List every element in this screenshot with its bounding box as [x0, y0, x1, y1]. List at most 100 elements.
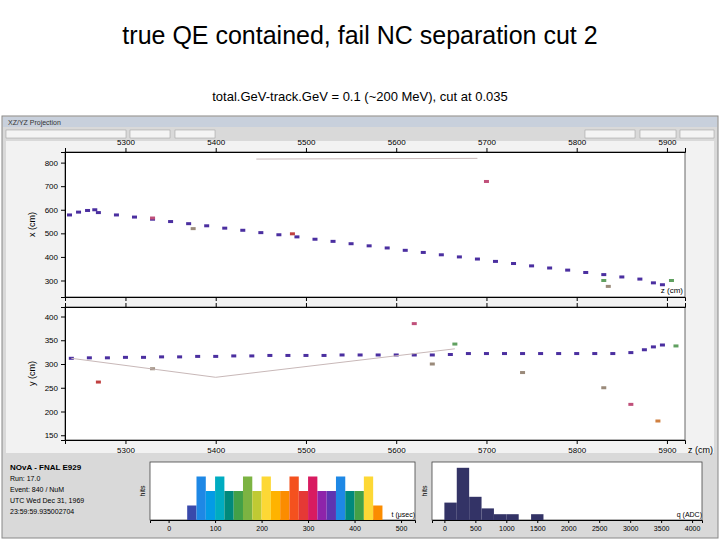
- hit: [285, 354, 290, 357]
- truth-line: [256, 158, 477, 160]
- hit: [67, 213, 72, 216]
- axis-line: [66, 441, 686, 445]
- tick: [396, 303, 397, 307]
- bar: [206, 491, 215, 520]
- slide: true QE contained, fail NC separation cu…: [0, 0, 720, 540]
- hit: [606, 285, 611, 288]
- tick: 5400: [207, 440, 225, 455]
- tick-mark: [568, 520, 569, 523]
- tick-mark: [667, 440, 668, 444]
- tick-mark: [61, 412, 65, 413]
- tick: [306, 303, 307, 307]
- bar: [568, 520, 580, 521]
- tick-mark: [169, 520, 170, 523]
- tick: [306, 297, 307, 301]
- hit: [412, 322, 417, 325]
- tick-label: 100: [210, 525, 222, 532]
- bar: [299, 491, 308, 520]
- hit: [85, 209, 90, 212]
- hit: [132, 216, 137, 219]
- axis-line: [66, 298, 686, 302]
- tick-label: 5400: [207, 446, 225, 455]
- tick-mark: [215, 520, 216, 523]
- tick-label: 2000: [561, 525, 577, 532]
- tick: 500: [45, 229, 65, 238]
- slide-canvas: true QE contained, fail NC separation cu…: [0, 0, 720, 540]
- tick-label: 500: [396, 525, 408, 532]
- hit: [76, 211, 81, 214]
- tick-label: 3000: [623, 525, 639, 532]
- y-axis-title: x (cm): [27, 212, 37, 237]
- x-axis-title: t (μsec): [392, 511, 415, 519]
- hit: [312, 238, 317, 241]
- tick-label: 5300: [117, 138, 135, 147]
- bar: [556, 520, 568, 521]
- hit: [538, 352, 543, 355]
- x-axis-title: z (cm): [688, 445, 713, 455]
- bar: [444, 503, 456, 520]
- hit: [642, 348, 647, 351]
- tick-mark: [396, 297, 397, 301]
- bar: [531, 514, 543, 520]
- bar: [364, 477, 373, 521]
- hit: [430, 353, 435, 356]
- bar: [643, 520, 655, 521]
- x-axis-title: z (cm): [661, 286, 684, 295]
- tick: 200: [45, 408, 65, 417]
- hit: [493, 260, 498, 263]
- hit: [673, 344, 678, 347]
- tick: 0: [167, 520, 171, 532]
- axis-line: [61, 153, 66, 298]
- tick-mark: [262, 520, 263, 523]
- tick: 5800: [568, 440, 586, 455]
- x-axis-top: 5300540055005600570058005900: [66, 138, 686, 153]
- axis-line: [433, 521, 703, 524]
- toolbar-control: [175, 130, 215, 138]
- tick-mark: [537, 520, 538, 523]
- tick-label: 600: [45, 206, 59, 215]
- hit: [651, 345, 656, 348]
- bar: [243, 477, 252, 521]
- tick-label: 150: [45, 431, 59, 440]
- hit: [294, 235, 299, 238]
- tick: 5600: [388, 440, 406, 455]
- tick: 3500: [654, 520, 670, 532]
- tick-label: 4000: [685, 525, 701, 532]
- tick-mark: [61, 364, 65, 365]
- tick: [125, 303, 126, 307]
- tick-mark: [396, 148, 397, 152]
- bar: [355, 491, 364, 520]
- tick-label: 350: [45, 336, 59, 345]
- event-info: Event: 840 / NuM: [10, 486, 64, 493]
- tick-label: 400: [45, 253, 59, 262]
- hit: [439, 253, 444, 256]
- bar: [543, 520, 555, 521]
- slide-subtitle: total.GeV-track.GeV = 0.1 (~200 MeV), cu…: [212, 89, 508, 104]
- y-axis-title: hits: [421, 485, 428, 496]
- plot-area: [150, 462, 415, 520]
- toolbar-control: [130, 130, 170, 138]
- bar: [224, 491, 233, 520]
- tick-label: 5700: [478, 446, 496, 455]
- tick-label: 5900: [659, 138, 677, 147]
- hit: [610, 352, 615, 355]
- hit: [651, 281, 656, 284]
- bar: [262, 477, 271, 521]
- hit: [105, 356, 110, 359]
- hit: [222, 227, 227, 230]
- hit: [159, 355, 164, 358]
- tick-mark: [577, 297, 578, 301]
- bar: [667, 520, 679, 521]
- tick: 1000: [499, 520, 515, 532]
- hit: [276, 233, 281, 236]
- hit: [660, 283, 665, 286]
- tick-label: 5600: [388, 138, 406, 147]
- tick: 5900: [659, 138, 677, 152]
- tick: 5300: [117, 138, 135, 152]
- y-axis-title: hits: [139, 485, 146, 496]
- hit: [87, 356, 92, 359]
- hit: [258, 231, 263, 234]
- title-bar: [3, 117, 717, 127]
- bar: [519, 520, 531, 521]
- tick-mark: [61, 163, 65, 164]
